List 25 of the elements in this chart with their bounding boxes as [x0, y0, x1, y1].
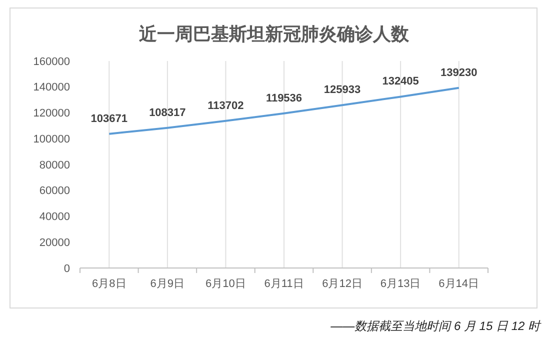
- data-label: 103671: [90, 112, 128, 125]
- x-tick-label: 6月13日: [380, 278, 421, 290]
- data-label: 125933: [324, 84, 361, 96]
- y-tick-label: 60000: [39, 185, 70, 198]
- y-tick-label: 120000: [33, 108, 70, 120]
- data-label: 139230: [440, 66, 478, 79]
- text: ——数据截至当地时间 6 月 15 日 12 时: [330, 319, 542, 333]
- y-tick-label: 160000: [33, 56, 70, 68]
- y-tick-label: 20000: [39, 236, 70, 249]
- x-tick-label: 6月14日: [438, 278, 480, 290]
- chart-title: 近一周巴基斯坦新冠肺炎确诊人数: [138, 24, 410, 45]
- y-tick-label: 0: [64, 262, 70, 275]
- data-label: 108317: [149, 106, 186, 119]
- y-tick-label: 140000: [33, 82, 70, 94]
- x-tick-label: 6月10日: [206, 278, 246, 290]
- x-tick-label: 6月12日: [322, 278, 362, 290]
- data-label: 113702: [208, 100, 244, 112]
- data-label: 132405: [382, 76, 419, 88]
- x-tick-label: 6月11日: [264, 278, 304, 290]
- x-tick-label: 6月9日: [150, 278, 185, 290]
- y-tick-label: 100000: [33, 133, 70, 146]
- data-label: 119536: [266, 92, 302, 104]
- y-tick-label: 40000: [39, 211, 70, 224]
- y-tick-label: 80000: [39, 159, 70, 172]
- x-tick-label: 6月8日: [92, 278, 126, 290]
